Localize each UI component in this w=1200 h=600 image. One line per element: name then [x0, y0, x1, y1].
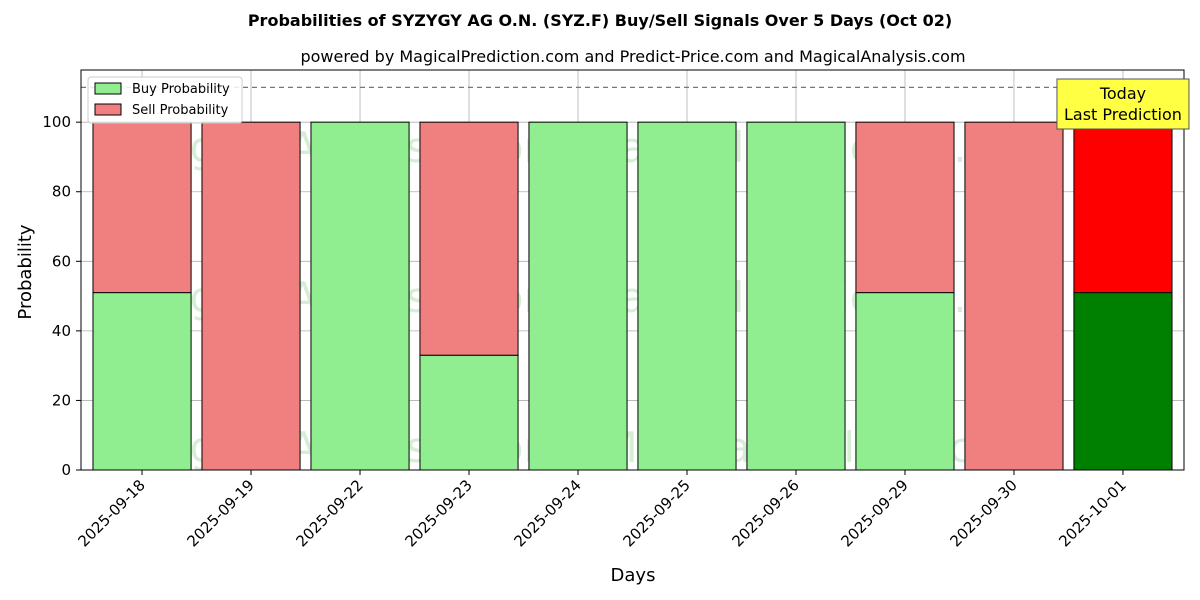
bar-buy [92, 292, 192, 471]
x-tick-label: 2025-09-30 [946, 476, 1020, 550]
bar-sell [855, 121, 955, 294]
bars-layer [92, 121, 1173, 471]
legend-box [87, 76, 243, 124]
bar-buy [419, 354, 519, 471]
annotation-box [1056, 78, 1190, 130]
legend-swatch [94, 103, 122, 116]
y-axis: 0 20 40 60 80 100 [42, 113, 81, 479]
y-tick-label: 0 [61, 461, 71, 479]
x-tick-label: 2025-10-01 [1055, 476, 1129, 550]
y-tick-label: 20 [52, 391, 71, 409]
x-axis-label: Days [611, 565, 656, 586]
x-tick-label: 2025-09-24 [510, 476, 584, 550]
x-tick-label: 2025-09-19 [183, 476, 257, 550]
y-tick-label: 60 [52, 252, 71, 270]
legend: Buy Probability Sell Probability [87, 76, 243, 124]
bar-sell [92, 121, 192, 294]
bar-buy [310, 121, 410, 471]
bar-sell [419, 121, 519, 356]
today-annotation: Today Last Prediction [1056, 78, 1190, 130]
x-tick-label: 2025-09-23 [401, 476, 475, 550]
legend-swatch [94, 82, 122, 95]
y-tick-label: 80 [52, 183, 71, 201]
bar-sell [201, 121, 301, 471]
x-tick-label: 2025-09-18 [74, 476, 148, 550]
bar-buy [746, 121, 846, 471]
y-tick-label: 100 [42, 113, 71, 131]
legend-label: Sell Probability [132, 103, 229, 118]
chart-title: Probabilities of SYZYGY AG O.N. (SYZ.F) … [248, 11, 952, 30]
x-tick-label: 2025-09-22 [292, 476, 366, 550]
bar-sell [1073, 121, 1173, 294]
plot-frame [80, 69, 1185, 471]
x-axis: 2025-09-18 2025-09-19 2025-09-22 2025-09-23… [74, 470, 1130, 550]
y-axis-label: Probability [15, 224, 36, 319]
bar-buy [1073, 292, 1173, 471]
x-tick-label: 2025-09-29 [837, 476, 911, 550]
x-tick-label: 2025-09-26 [728, 476, 802, 550]
annotation-line-1: Today [1099, 84, 1146, 103]
bar-sell [964, 121, 1064, 471]
y-tick-label: 40 [52, 322, 71, 340]
legend-label: Buy Probability [132, 82, 230, 97]
bar-buy [637, 121, 737, 471]
bar-buy [855, 292, 955, 471]
chart-subtitle: powered by MagicalPrediction.com and Pre… [300, 47, 965, 66]
annotation-line-2: Last Prediction [1064, 105, 1182, 124]
x-tick-label: 2025-09-25 [619, 476, 693, 550]
bar-buy [528, 121, 628, 471]
